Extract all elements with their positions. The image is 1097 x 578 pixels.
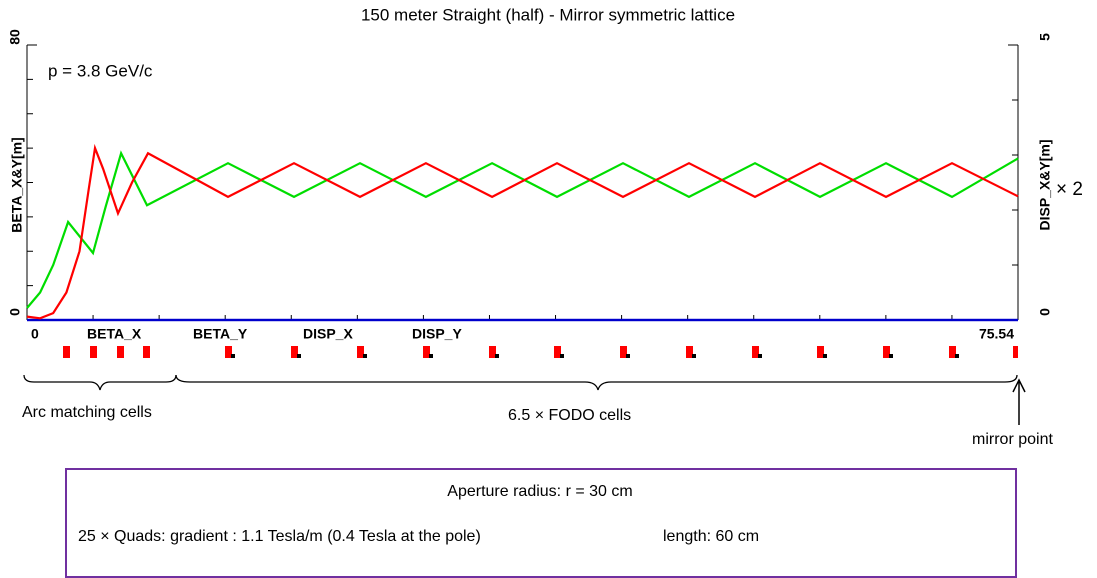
magnet <box>955 354 959 358</box>
legend-label: BETA_X <box>87 326 142 342</box>
note: length: 60 cm <box>663 528 759 545</box>
magnet <box>692 354 696 358</box>
x-tick-label: 0 <box>31 326 39 342</box>
magnet <box>117 346 124 358</box>
magnet <box>225 346 232 358</box>
magnet <box>620 346 627 358</box>
magnet <box>758 354 762 358</box>
magnet <box>297 354 301 358</box>
magnet <box>817 346 824 358</box>
magnet <box>554 346 561 358</box>
magnet <box>752 346 759 358</box>
chart-title: 150 meter Straight (half) - Mirror symme… <box>361 5 735 24</box>
series-line <box>26 143 1019 320</box>
annotation: mirror point <box>972 431 1053 448</box>
magnet <box>231 354 235 358</box>
y2-factor: × 2 <box>1056 179 1083 200</box>
magnet <box>626 354 630 358</box>
y-axis-label: BETA_X&Y[m] <box>9 137 25 232</box>
y2-tick-label: 0 <box>1037 308 1053 316</box>
magnet <box>357 346 364 358</box>
y2-tick-label: 5 <box>1037 33 1053 41</box>
brace <box>175 374 1018 391</box>
y2-axis-label: DISP_X&Y[m] <box>1037 139 1053 230</box>
annotation: Arc matching cells <box>22 404 152 421</box>
magnet <box>90 346 97 358</box>
annotation: 6.5 × FODO cells <box>508 407 631 424</box>
magnet <box>363 354 367 358</box>
magnet <box>883 346 890 358</box>
magnet <box>560 354 564 358</box>
magnet <box>291 346 298 358</box>
legend-label: BETA_Y <box>193 326 248 342</box>
magnet <box>823 354 827 358</box>
magnet <box>489 346 496 358</box>
legend-label: DISP_X <box>303 326 353 342</box>
y-tick-label: 80 <box>7 29 23 45</box>
y-tick-label: 0 <box>7 308 23 316</box>
magnet <box>1013 346 1018 358</box>
magnet <box>686 346 693 358</box>
magnet <box>63 346 70 358</box>
magnet <box>495 354 499 358</box>
series-line <box>26 150 1019 309</box>
magnet <box>949 346 956 358</box>
magnet <box>429 354 433 358</box>
magnet <box>143 346 150 358</box>
note-box <box>65 468 1017 578</box>
x-tick-label: 75.54 <box>979 326 1014 342</box>
brace <box>23 374 177 391</box>
note: Aperture radius: r = 30 cm <box>447 483 632 500</box>
arrow <box>1012 378 1026 425</box>
magnet <box>889 354 893 358</box>
subtitle: p = 3.8 GeV/c <box>48 61 153 80</box>
legend-label: DISP_Y <box>412 326 462 342</box>
note: 25 × Quads: gradient : 1.1 Tesla/m (0.4 … <box>78 528 481 545</box>
magnet <box>423 346 430 358</box>
